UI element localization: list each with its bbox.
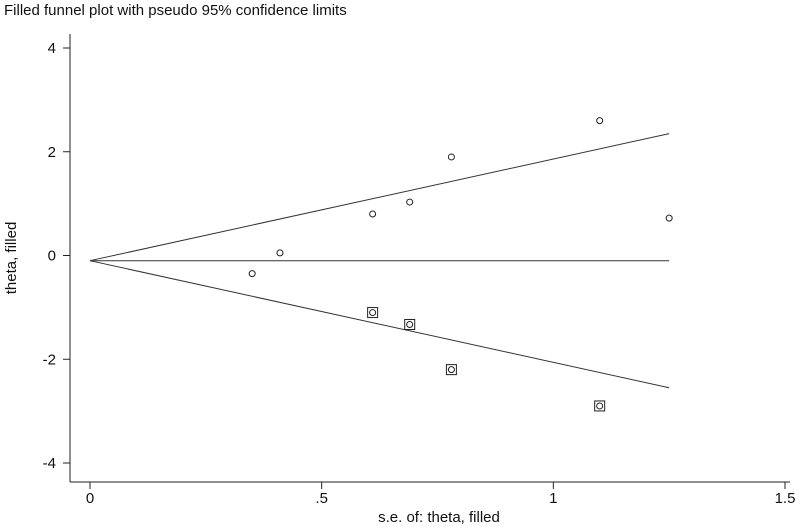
filled-study-square [367,307,379,319]
observed-study-point [665,214,673,222]
observed-study-point [369,210,377,218]
y-tick-label: 0 [48,248,56,265]
observed-study-point [447,153,455,161]
chart-title: Filled funnel plot with pseudo 95% confi… [4,2,347,19]
x-axis-ticks: 0 .5 1 1.5 [86,482,796,507]
y-tick-label: -4 [43,455,56,472]
observed-study-point [406,198,414,206]
filled-study-square [445,364,457,376]
x-tick-label: .5 [315,490,328,507]
y-tick-label: 4 [48,40,56,57]
lower-confidence-limit [89,260,670,389]
observed-study-point [276,249,284,257]
y-axis-label: theta, filled [3,222,20,295]
filled-study-square [594,400,606,412]
x-tick-label: 0 [86,490,94,507]
filled-study-square [404,318,416,330]
filled-study-point [596,402,604,410]
filled-study-markers [367,307,606,412]
observed-study-point [596,117,604,125]
x-tick-label: 1.5 [775,490,796,507]
observed-study-markers [248,117,673,278]
y-axis-ticks: -4 -2 0 2 4 [43,40,70,472]
y-tick-label: 2 [48,144,56,161]
x-tick-label: 1 [549,490,557,507]
x-axis-label: s.e. of: theta, filled [378,509,500,526]
filled-study-point [447,366,455,374]
y-tick-label: -2 [43,351,56,368]
upper-confidence-limit [89,133,670,262]
filled-study-point [406,320,414,328]
filled-study-point [369,309,377,317]
observed-study-point [248,270,256,278]
funnel-lines [89,133,670,389]
